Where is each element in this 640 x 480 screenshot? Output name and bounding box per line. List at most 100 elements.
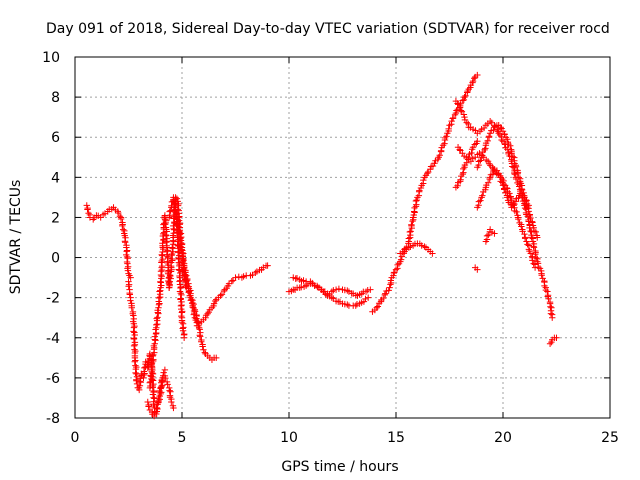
data-point-marker: [549, 314, 556, 321]
data-point-marker: [429, 250, 436, 257]
data-point-marker: [146, 379, 154, 386]
data-point-marker: [264, 262, 271, 269]
data-point-marker: [156, 288, 163, 295]
data-point-marker: [161, 220, 168, 227]
data-point-marker: [179, 251, 186, 259]
data-point-marker: [514, 179, 521, 187]
data-point-marker: [424, 170, 431, 177]
data-point-marker: [527, 250, 535, 257]
data-point-marker: [498, 125, 505, 132]
data-point-marker: [521, 230, 528, 238]
data-point-marker: [352, 302, 359, 309]
data-point-marker: [437, 147, 445, 154]
data-point-marker: [180, 334, 188, 341]
data-point-marker: [252, 269, 259, 277]
data-point-marker: [149, 352, 156, 360]
data-point-marker: [128, 304, 135, 311]
data-point-marker: [168, 252, 175, 259]
data-point-marker: [448, 117, 455, 125]
data-point-marker: [121, 239, 129, 246]
data-point-marker: [474, 266, 481, 273]
data-point-marker: [463, 119, 470, 126]
data-point-marker: [390, 269, 398, 277]
y-tick-label: -4: [46, 331, 60, 347]
data-point-marker: [155, 294, 163, 302]
x-tick-label: 5: [178, 430, 187, 446]
data-point-marker: [534, 234, 541, 241]
y-tick-label: 6: [51, 130, 60, 146]
data-point-marker: [189, 299, 196, 307]
data-point-marker: [411, 204, 418, 212]
data-point-marker: [374, 303, 382, 310]
data-point-marker: [167, 207, 174, 214]
data-point-marker: [140, 374, 147, 382]
data-point-marker: [199, 343, 206, 350]
data-point-marker: [183, 282, 191, 289]
data-point-marker: [177, 243, 184, 250]
y-tick-label: -8: [46, 411, 60, 427]
data-point-marker: [547, 303, 554, 311]
data-point-marker: [460, 96, 468, 104]
data-point-marker: [155, 310, 162, 317]
data-point-marker: [474, 138, 481, 145]
data-point-marker: [127, 274, 134, 281]
data-point-marker: [345, 288, 353, 295]
data-point-marker: [151, 333, 159, 340]
data-point-marker: [152, 337, 159, 344]
data-point-marker: [539, 275, 546, 282]
data-point-marker: [465, 154, 472, 161]
data-point-marker: [132, 369, 139, 377]
data-point-marker: [131, 322, 138, 330]
data-point-marker: [178, 291, 185, 299]
data-point-marker: [328, 294, 335, 301]
chart-title: Day 091 of 2018, Sidereal Day-to-day VTE…: [46, 21, 610, 37]
data-point-marker: [179, 327, 187, 334]
data-point-marker: [157, 268, 165, 275]
data-point-marker: [147, 378, 154, 386]
data-point-marker: [161, 221, 169, 228]
data-point-marker: [514, 170, 521, 177]
data-point-marker: [153, 404, 160, 412]
data-point-marker: [124, 267, 132, 274]
data-point-marker: [504, 136, 511, 143]
axis-ticks: [74, 56, 611, 419]
data-point-marker: [202, 312, 210, 319]
data-point-marker: [157, 385, 164, 392]
data-point-marker: [116, 213, 124, 220]
data-point-marker: [512, 163, 520, 170]
data-point-marker: [178, 319, 186, 326]
data-point-marker: [489, 170, 497, 178]
data-point-marker: [462, 92, 469, 100]
data-point-marker: [163, 228, 170, 235]
data-point-marker: [151, 395, 158, 402]
data-point-marker: [360, 298, 368, 305]
data-point-marker: [486, 160, 493, 168]
data-point-marker: [168, 398, 175, 406]
data-point-marker: [511, 200, 518, 208]
data-point-marker: [298, 284, 305, 291]
data-point-marker: [394, 261, 401, 269]
data-point-marker: [164, 381, 171, 388]
data-point-marker: [228, 277, 235, 285]
data-point-marker: [171, 226, 178, 233]
data-point-marker: [479, 192, 486, 199]
data-point-marker: [465, 85, 472, 93]
x-tick-label: 20: [494, 430, 512, 446]
data-point-marker: [512, 198, 520, 205]
plot-frame: [74, 56, 611, 419]
data-point-marker: [511, 169, 518, 177]
data-point-marker: [522, 196, 530, 204]
data-point-marker: [198, 338, 205, 345]
data-points: [83, 71, 560, 420]
data-point-marker: [408, 221, 415, 228]
y-tick-label: 10: [42, 50, 60, 66]
data-point-marker: [158, 377, 166, 384]
data-point-marker: [525, 208, 532, 215]
data-point-marker: [153, 315, 160, 322]
y-tick-labels: -8 -6 -4 -2 0 2 4 6 8 10: [42, 50, 60, 427]
data-point-marker: [398, 253, 406, 260]
data-point-marker: [191, 308, 199, 315]
data-point-marker: [477, 197, 484, 204]
data-point-marker: [131, 358, 138, 366]
